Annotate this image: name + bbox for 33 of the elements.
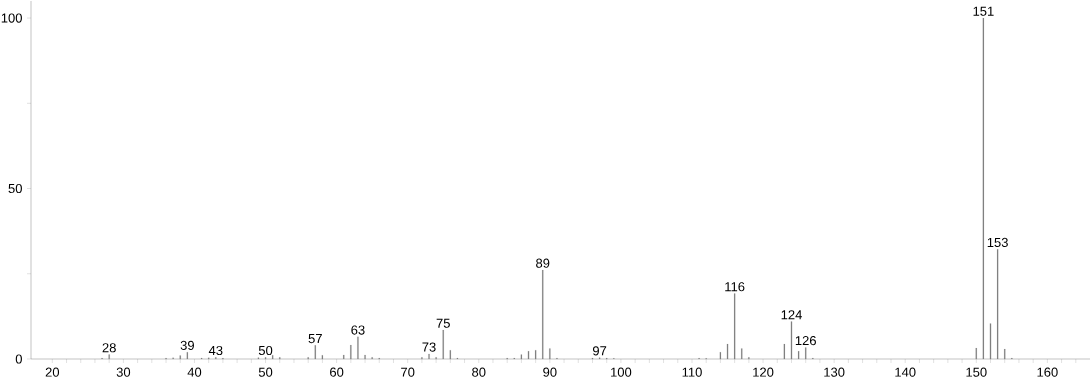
annotation: 97 [592, 346, 607, 356]
annotation: 28 [102, 343, 116, 353]
x-tick-label: 40 [187, 367, 202, 377]
annotation: 89 [536, 258, 550, 268]
annotation: 57 [308, 334, 322, 344]
annotation: 124 [781, 310, 802, 320]
x-tick-label: 160 [1037, 367, 1058, 377]
x-tick-label: 140 [895, 367, 916, 377]
x-tick-label: 130 [824, 367, 845, 377]
x-tick-label: 150 [966, 367, 987, 377]
x-tick-label: 120 [753, 367, 774, 377]
y-tick-label: 50 [8, 183, 22, 194]
annotation: 73 [422, 342, 436, 352]
annotation: 153 [987, 237, 1008, 248]
x-tick-label: 90 [543, 367, 557, 377]
y-tick-label: 100 [1, 13, 22, 23]
annotation: 63 [351, 325, 365, 335]
x-tick-label: 100 [611, 367, 632, 377]
x-tick-label: 70 [401, 367, 415, 377]
x-tick-label: 30 [116, 367, 131, 377]
annotation: 75 [436, 318, 450, 328]
annotation: 151 [973, 6, 994, 16]
x-tick-label: 60 [330, 367, 344, 377]
x-tick-label: 20 [45, 367, 60, 377]
x-tick-label: 80 [472, 367, 486, 377]
annotation: 43 [208, 345, 223, 356]
x-tick-label: 110 [682, 367, 702, 377]
x-tick-label: 50 [258, 367, 273, 377]
annotation: 39 [180, 340, 194, 350]
annotation: 126 [795, 336, 816, 346]
y-tick-label: 0 [15, 354, 22, 364]
annotation: 116 [725, 282, 745, 292]
annotation: 50 [258, 345, 273, 356]
